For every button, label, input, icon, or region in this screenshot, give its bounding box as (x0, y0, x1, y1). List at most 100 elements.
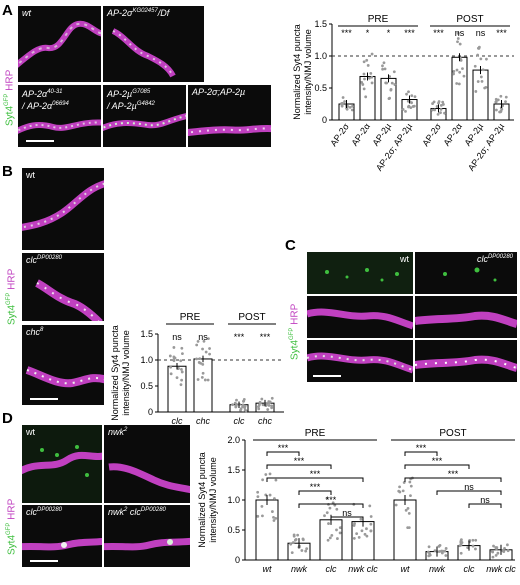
data-point (351, 104, 354, 108)
data-point (433, 108, 437, 112)
scale-bar (313, 375, 341, 377)
data-point (444, 547, 448, 550)
micrograph-a-ap2sigma: AP-2σKG02457/Df (103, 6, 204, 82)
micrograph-label: wt (400, 254, 409, 264)
comparison-label: *** (310, 482, 321, 492)
data-point (256, 490, 260, 494)
data-point (473, 64, 477, 68)
data-point (268, 472, 272, 476)
y-tick-label: 0.5 (314, 83, 327, 93)
y-tick-label: 1.0 (227, 495, 240, 505)
data-point (357, 535, 361, 539)
micrograph-a-ap2sigma-ap2mu: AP-2σ;AP-2µ (188, 85, 271, 147)
data-point (274, 478, 278, 482)
data-point (335, 528, 338, 532)
data-point (352, 524, 356, 527)
data-point (443, 111, 446, 115)
data-point (438, 550, 441, 553)
data-point (241, 405, 245, 409)
comparison-bracket (468, 503, 502, 508)
micrograph-label: wt (26, 170, 35, 180)
comparison-label: ns (464, 482, 474, 492)
bar (393, 499, 417, 561)
group-label: POST (238, 312, 265, 323)
x-tick-label: wt (401, 564, 410, 574)
data-point (363, 532, 367, 536)
data-point (198, 357, 202, 360)
data-point (239, 408, 242, 412)
group-label: PRE (368, 14, 389, 25)
data-point (352, 537, 356, 540)
panel-c-label: C (285, 237, 296, 254)
data-point (474, 547, 477, 551)
group-label: PRE (305, 428, 326, 439)
comparison-bracket (404, 477, 502, 482)
data-point (348, 105, 352, 109)
y-tick-label: 0.5 (140, 381, 153, 391)
data-point (456, 37, 460, 40)
comparison-bracket (436, 490, 502, 495)
data-point (397, 489, 401, 493)
bar (351, 521, 375, 561)
data-point (264, 473, 268, 476)
significance-label: ns (172, 332, 182, 342)
x-tick-label: clc (326, 564, 337, 574)
x-tick-label: nwk (429, 564, 446, 574)
x-tick-label: nwk clc (486, 564, 516, 574)
significance-label: *** (404, 28, 415, 38)
comparison-label: *** (448, 469, 459, 479)
data-point (433, 549, 437, 552)
data-point (362, 60, 366, 64)
data-point (168, 354, 172, 358)
data-point (260, 397, 264, 401)
data-point (289, 542, 293, 546)
data-point (413, 95, 417, 99)
data-point (195, 343, 199, 347)
data-point (204, 350, 208, 354)
data-point (479, 57, 483, 61)
significance-label: * (366, 28, 370, 38)
micrograph-label: nwk2 (108, 427, 128, 437)
data-point (292, 534, 296, 538)
micrograph-label: chc8 (26, 327, 44, 337)
data-point (257, 403, 261, 407)
data-point (196, 378, 200, 381)
data-point (260, 505, 264, 508)
data-point (364, 95, 368, 99)
data-point (480, 79, 484, 83)
data-point (362, 87, 366, 91)
data-point (443, 549, 447, 553)
significance-label: ns (198, 332, 208, 342)
micrograph-label: AP-2µG7085/ AP-2µG4842 (107, 89, 155, 111)
data-point (350, 108, 354, 112)
x-tick-label: AP-2σ (420, 121, 443, 148)
data-point (387, 97, 391, 101)
significance-label: *** (433, 28, 444, 38)
data-point (440, 551, 444, 555)
data-point (437, 544, 441, 548)
data-point (325, 496, 329, 500)
data-point (406, 506, 410, 510)
data-point (485, 57, 488, 61)
micrograph-d-nwk: nwk2 (104, 425, 190, 503)
data-point (484, 85, 488, 89)
data-point (455, 82, 459, 85)
data-point (398, 485, 401, 489)
y-axis-label: Normalized Syt4 puncta (197, 452, 207, 548)
data-point (333, 503, 337, 507)
comparison-bracket (404, 451, 438, 456)
panel-a-side-label: Syt4GFP HRP (4, 69, 16, 126)
data-point (409, 106, 413, 110)
data-point (177, 366, 180, 370)
micrograph-c-clc-merge (415, 340, 517, 382)
data-point (382, 61, 386, 65)
data-point (476, 80, 480, 83)
bar (193, 358, 213, 413)
data-point (492, 544, 495, 548)
data-point (328, 506, 332, 510)
bar (451, 56, 468, 121)
data-point (235, 398, 238, 402)
micrograph-d-clc: clcDP00280 (22, 505, 102, 567)
micrograph-label: AP-2α40-31/ AP-2α06694 (22, 89, 69, 111)
x-tick-label: AP-2α (441, 121, 464, 147)
